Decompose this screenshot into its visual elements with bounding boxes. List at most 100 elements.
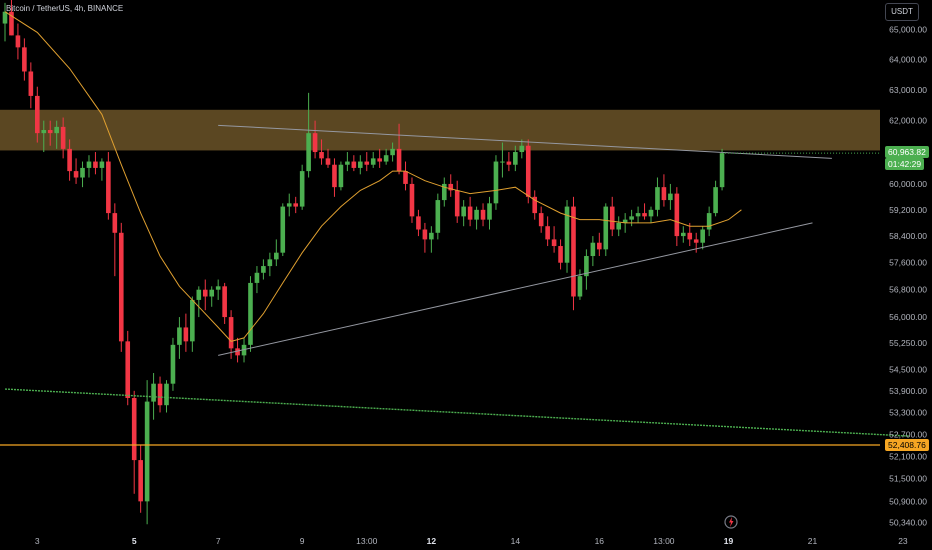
candle-body [222, 286, 227, 318]
candle-body [118, 232, 124, 342]
candle-body [106, 161, 111, 214]
candle-body [571, 206, 576, 297]
candle-body [661, 187, 667, 201]
x-tick-label: 21 [808, 536, 818, 546]
candle-body [674, 193, 680, 237]
candle-body [648, 209, 654, 217]
candle-body [590, 242, 596, 257]
candles-group [2, 0, 725, 525]
resistance-zone [0, 109, 880, 151]
trendline-support [4, 388, 910, 437]
candle-body [693, 239, 699, 243]
candle-body [422, 229, 428, 240]
y-tick-label: 55,250.00 [889, 338, 927, 348]
y-tick-label: 50,340.00 [889, 518, 927, 528]
y-tick-label: 60,000.00 [889, 179, 927, 189]
candle-body [377, 158, 382, 162]
y-tick-label: 53,300.00 [889, 407, 927, 417]
candle-body [370, 158, 376, 165]
candle-body [383, 155, 389, 162]
candle-body [480, 209, 486, 220]
x-tick-label: 9 [300, 536, 305, 546]
candle-body [157, 383, 163, 406]
candle-body [306, 133, 311, 172]
x-tick-label: 13:00 [653, 536, 675, 546]
y-tick-label: 50,900.00 [889, 496, 927, 506]
y-tick-label: 51,500.00 [889, 474, 927, 484]
candle-body [28, 71, 34, 96]
candle-body [603, 206, 609, 250]
candle-body [228, 317, 234, 349]
x-tick-label: 19 [724, 536, 734, 546]
candle-body [396, 148, 402, 172]
candle-body [532, 196, 538, 214]
candle-body [390, 148, 395, 156]
moving-average-line [4, 11, 742, 342]
candle-body [364, 161, 370, 165]
candle-body [345, 161, 350, 165]
candle-body [609, 206, 615, 230]
candle-body [54, 126, 59, 134]
candle-body [564, 206, 570, 263]
y-tick-label: 54,500.00 [889, 364, 927, 374]
candle-body [9, 11, 14, 36]
candle-body [99, 161, 105, 168]
currency-button[interactable]: USDT [885, 3, 919, 21]
candle-body [435, 200, 441, 233]
x-tick-label: 16 [595, 536, 605, 546]
candle-body [312, 133, 318, 153]
candle-body [551, 239, 557, 247]
candle-body [467, 206, 473, 220]
candle-body [629, 216, 634, 220]
candle-body [474, 209, 479, 220]
candle-body [274, 252, 279, 260]
candle-body [713, 187, 718, 214]
y-tick-label: 63,000.00 [889, 85, 927, 95]
tradingview-logo-icon[interactable] [724, 515, 738, 529]
candle-body [558, 246, 563, 263]
candle-body [170, 344, 176, 384]
candle-body [15, 35, 21, 48]
candle-body [597, 242, 602, 250]
y-tick-label: 64,000.00 [889, 54, 927, 64]
candle-body [60, 126, 66, 149]
candle-body [267, 259, 273, 267]
x-tick-label: 12 [427, 536, 437, 546]
candle-body [429, 232, 434, 240]
candle-body [2, 11, 8, 24]
y-tick-label: 56,000.00 [889, 312, 927, 322]
candle-body [164, 383, 169, 406]
candle-body [196, 289, 202, 300]
candle-body [215, 286, 221, 290]
candle-body [286, 203, 292, 207]
candle-body [416, 216, 421, 230]
candle-body [519, 145, 525, 153]
x-tick-label: 5 [132, 536, 137, 546]
y-tick-label: 57,600.00 [889, 258, 927, 268]
candle-body [487, 203, 492, 220]
y-tick-label: 52,100.00 [889, 451, 927, 461]
y-tick-label: 52,700.00 [889, 429, 927, 439]
candle-body [47, 130, 53, 134]
candle-body [112, 213, 118, 233]
candle-body [93, 161, 98, 168]
candle-body [138, 460, 143, 502]
candle-body [86, 161, 92, 168]
candle-body [209, 289, 215, 297]
x-tick-label: 13:00 [356, 536, 378, 546]
candle-body [125, 341, 131, 399]
candle-body [183, 327, 189, 342]
candle-body [190, 299, 195, 342]
candle-body [584, 256, 589, 277]
candle-body [280, 206, 286, 253]
candle-body [131, 398, 137, 461]
candle-body [545, 226, 550, 240]
candle-body [681, 232, 686, 237]
x-tick-label: 14 [511, 536, 521, 546]
y-tick-label: 58,400.00 [889, 231, 927, 241]
candle-body [332, 164, 337, 188]
candle-body [261, 266, 266, 273]
candle-body [35, 95, 40, 134]
candle-body [235, 348, 240, 356]
